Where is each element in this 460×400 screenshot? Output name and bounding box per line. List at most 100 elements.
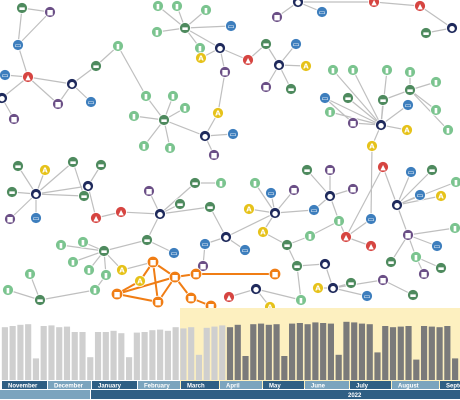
- histogram-bar[interactable]: [397, 326, 404, 380]
- phone-node[interactable]: ▮: [410, 251, 422, 263]
- histogram-bar[interactable]: [312, 322, 319, 380]
- account-node[interactable]: A: [366, 140, 378, 152]
- histogram-bar[interactable]: [289, 323, 296, 380]
- truck-node[interactable]: ▬: [404, 84, 416, 96]
- graph-edge[interactable]: [184, 25, 232, 29]
- histogram-bar[interactable]: [234, 324, 241, 380]
- histogram-bar[interactable]: [211, 326, 218, 380]
- histogram-bar[interactable]: [265, 324, 272, 380]
- laptop-node[interactable]: ▭: [85, 96, 97, 108]
- building-node[interactable]: ▲: [90, 212, 102, 224]
- person-node[interactable]: ●: [0, 92, 8, 104]
- laptop-node[interactable]: ▭: [319, 92, 331, 104]
- month-cell[interactable]: [305, 381, 349, 389]
- graph-edge[interactable]: [347, 97, 382, 126]
- phone-node[interactable]: ▮: [295, 294, 307, 306]
- phone-node[interactable]: ▮: [215, 177, 227, 189]
- histogram-bar[interactable]: [94, 332, 102, 380]
- graph-edge[interactable]: [332, 279, 384, 289]
- account-node[interactable]: A: [134, 275, 146, 287]
- histogram-bar[interactable]: [320, 323, 327, 380]
- document-node[interactable]: ■: [143, 185, 155, 197]
- truck-node[interactable]: ▬: [95, 159, 107, 171]
- graph-edge[interactable]: [17, 11, 51, 46]
- graph-edge[interactable]: [419, 5, 453, 29]
- account-node[interactable]: A: [300, 60, 312, 72]
- highlighted-edge[interactable]: [116, 276, 176, 295]
- truck-node[interactable]: ▬: [260, 38, 272, 50]
- histogram-bar[interactable]: [413, 359, 420, 380]
- phone-node[interactable]: ▮: [430, 76, 442, 88]
- month-cell[interactable]: [350, 381, 391, 389]
- histogram-bar[interactable]: [79, 332, 86, 380]
- account-node[interactable]: A: [116, 264, 128, 276]
- document-node[interactable]: ■: [208, 149, 220, 161]
- phone-node[interactable]: ▮: [324, 106, 336, 118]
- phone-node[interactable]: ▮: [77, 236, 89, 248]
- graph-edge[interactable]: [9, 193, 37, 220]
- histogram-bar[interactable]: [428, 326, 435, 380]
- truck-node[interactable]: ▬: [291, 260, 303, 272]
- laptop-node[interactable]: ▭: [402, 99, 414, 111]
- truck-node[interactable]: ▬: [204, 201, 216, 213]
- histogram-bar[interactable]: [110, 330, 117, 380]
- histogram-bar[interactable]: [250, 324, 257, 380]
- graph-edge[interactable]: [27, 76, 59, 105]
- phone-node[interactable]: ▮: [55, 239, 67, 251]
- account-node[interactable]: A: [401, 124, 413, 136]
- person-node[interactable]: ●: [292, 0, 304, 8]
- person-node[interactable]: ●: [375, 119, 387, 131]
- histogram-bar[interactable]: [164, 330, 171, 380]
- laptop-node[interactable]: ▭: [265, 187, 277, 199]
- account-node[interactable]: A: [212, 107, 224, 119]
- graph-edge[interactable]: [72, 161, 85, 197]
- building-node[interactable]: ▲: [368, 0, 380, 8]
- graph-edge[interactable]: [35, 161, 74, 195]
- building-node[interactable]: ▲: [223, 291, 235, 303]
- selected-item-node[interactable]: ■: [268, 267, 282, 281]
- person-node[interactable]: ●: [66, 78, 78, 90]
- document-node[interactable]: ■: [197, 260, 209, 272]
- building-node[interactable]: ▲: [340, 231, 352, 243]
- phone-node[interactable]: ▮: [89, 284, 101, 296]
- document-node[interactable]: ■: [288, 184, 300, 196]
- phone-node[interactable]: ▮: [167, 90, 179, 102]
- laptop-node[interactable]: ▭: [227, 128, 239, 140]
- phone-node[interactable]: ▮: [347, 64, 359, 76]
- graph-edge[interactable]: [396, 169, 433, 206]
- graph-edge[interactable]: [254, 182, 276, 214]
- histogram-bar[interactable]: [389, 327, 397, 380]
- truck-node[interactable]: ▬: [174, 198, 186, 210]
- histogram-bar[interactable]: [374, 352, 381, 380]
- histogram-bar[interactable]: [327, 323, 334, 380]
- graph-edge[interactable]: [39, 289, 96, 301]
- month-cell[interactable]: [48, 381, 91, 389]
- truck-node[interactable]: ▬: [435, 262, 447, 274]
- phone-node[interactable]: ▮: [200, 4, 212, 16]
- person-node[interactable]: ●: [214, 42, 226, 54]
- month-cell[interactable]: [440, 381, 460, 389]
- histogram-bar[interactable]: [48, 325, 55, 380]
- laptop-node[interactable]: ▭: [225, 20, 237, 32]
- truck-node[interactable]: ▬: [16, 2, 28, 14]
- phone-node[interactable]: ▮: [430, 104, 442, 116]
- phone-node[interactable]: ▮: [83, 264, 95, 276]
- person-node[interactable]: ●: [154, 208, 166, 220]
- histogram-bar[interactable]: [118, 333, 125, 380]
- month-cell[interactable]: [220, 381, 262, 389]
- phone-node[interactable]: ▮: [333, 215, 345, 227]
- phone-node[interactable]: ▮: [304, 230, 316, 242]
- month-cell[interactable]: [138, 381, 180, 389]
- month-cell[interactable]: [92, 381, 137, 389]
- truck-node[interactable]: ▬: [67, 156, 79, 168]
- building-node[interactable]: ▲: [22, 71, 34, 83]
- phone-node[interactable]: ▮: [151, 26, 163, 38]
- person-node[interactable]: ●: [30, 188, 42, 200]
- laptop-node[interactable]: ▭: [316, 6, 328, 18]
- account-node[interactable]: A: [39, 164, 51, 176]
- histogram-bar[interactable]: [257, 323, 265, 380]
- graph-edge[interactable]: [396, 171, 412, 206]
- histogram-bar[interactable]: [304, 324, 311, 380]
- phone-node[interactable]: ▮: [179, 102, 191, 114]
